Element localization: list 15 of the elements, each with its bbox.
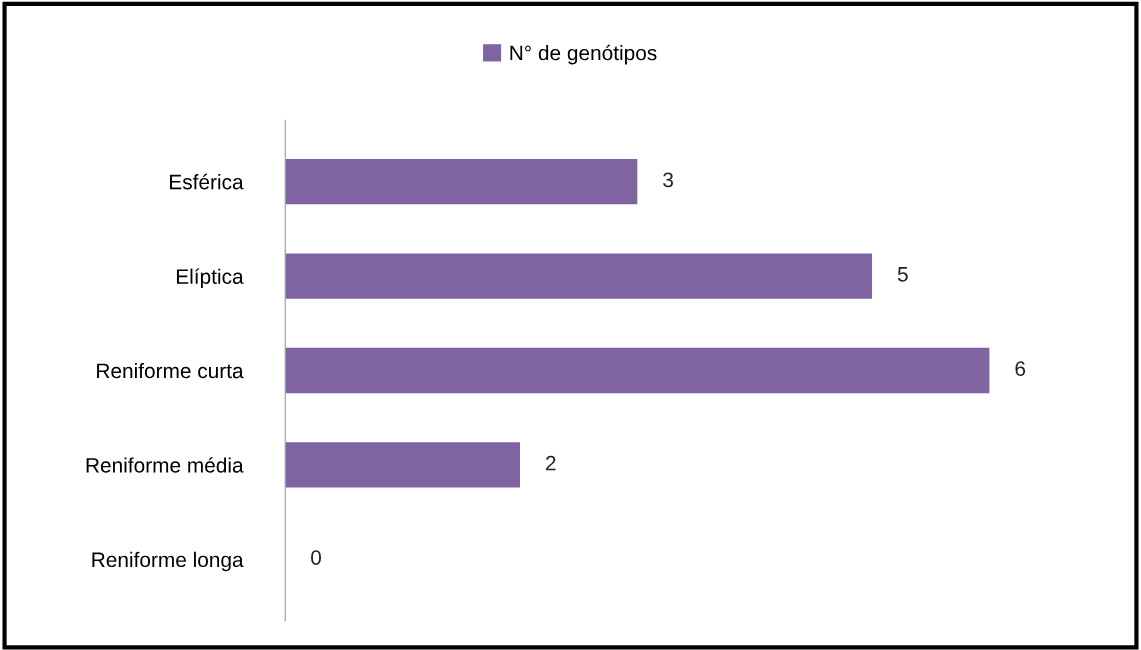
data-label: 2: [546, 455, 556, 471]
bar: [285, 442, 520, 488]
bar: [285, 347, 990, 394]
y-tick-label: Reniforme média: [86, 457, 244, 473]
y-tick-label: Reniforme curta: [97, 362, 244, 379]
data-label: 0: [311, 550, 322, 565]
y-tick-label: Esférica: [170, 173, 244, 190]
y-tick-label: Elíptica: [176, 268, 244, 289]
data-label: 3: [663, 172, 673, 188]
bar: [285, 158, 638, 205]
data-label: 6: [1015, 361, 1026, 377]
y-tick-label: Reniforme longa: [92, 551, 244, 572]
bar: [285, 253, 873, 299]
data-label: 5: [897, 267, 908, 282]
legend-label: N° de genótipos: [510, 44, 657, 65]
